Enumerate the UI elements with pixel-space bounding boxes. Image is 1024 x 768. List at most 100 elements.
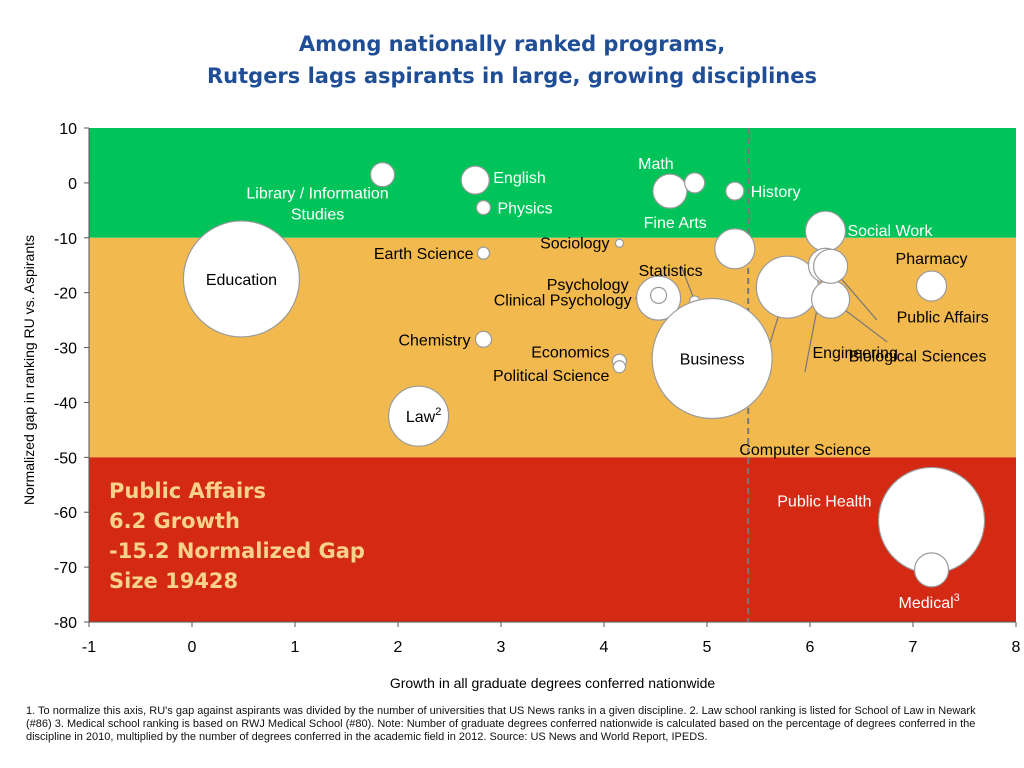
bubble-public-affairs [812,248,849,284]
point-label-text: Computer Science [739,442,871,459]
point-label-text: Economics [531,344,609,361]
point-label-text: Business [680,352,745,369]
point-label: Public Health [777,493,871,510]
point-label: Sociology [540,235,609,252]
bubble-physics [475,199,492,216]
bubble-history [725,181,745,201]
y-axis-title: Normalized gap in ranking RU vs. Aspiran… [21,235,37,505]
bubble-education [182,220,301,338]
x-tick-label: -1 [82,639,96,656]
point-label-text: Sociology [540,235,609,252]
bubble-clinical-psychology [649,286,668,305]
point-label-text: Library / Information [246,186,388,203]
y-tick-label: -80 [54,615,77,632]
y-tick-label: 10 [59,121,77,138]
x-tick-label: 6 [806,639,815,656]
bubble-chemistry [474,330,493,348]
point-label: Statistics [639,263,703,280]
point-label: Education [206,272,277,289]
point-label: English [493,170,545,187]
x-tick-label: 1 [291,639,300,656]
point-label-text: Pharmacy [896,251,968,268]
point-label: Medical3 [899,592,960,612]
point-label: Fine Arts [644,215,707,232]
point-label: Law2 [406,406,441,426]
y-tick-label: -20 [54,286,77,303]
bubble-business [651,297,773,420]
callout-line: Public Affairs [109,479,266,503]
point-label-text: Psychology [547,277,629,294]
y-tick-label: -30 [54,341,77,358]
y-tick-label: -10 [54,231,77,248]
callout-line: 6.2 Growth [109,509,240,533]
bubble-earth-science [476,246,491,260]
bubble-social-work [804,210,847,252]
bubble-sociology [614,238,625,248]
point-label: Public Affairs [897,309,989,326]
point-label-text: Social Work [847,223,933,240]
x-axis-title: Growth in all graduate degrees conferred… [390,675,716,691]
bubble-medical [913,552,950,588]
y-tick-label: -40 [54,395,77,412]
point-label-superscript: 3 [954,592,960,604]
point-label-text: Public Health [777,493,871,510]
point-label: Political Science [493,368,610,385]
point-label-text: Math [638,156,674,173]
point-label: Economics [531,344,609,361]
chart-title-line-1: Among nationally ranked programs, [298,32,726,56]
x-tick-label: 8 [1012,639,1021,656]
point-label: Social Work [847,223,933,240]
point-label: History [751,184,801,201]
bubble-pharmacy [915,270,948,302]
x-tick-label: 4 [600,639,609,656]
scatter-chart: -1 0 1 2 3 4 5 6 7 8100-10-20-30-40-50-60-70-80Gr… [21,121,1021,691]
bubble-political-science [612,360,627,374]
y-tick-label: -70 [54,560,77,577]
point-label: Engineering [812,345,897,362]
point-label: Pharmacy [896,251,968,268]
point-label: Library / Information [246,186,388,203]
leader-line [680,266,696,302]
bubble-library-information-studies [369,162,396,188]
point-label-text: Physics [497,201,552,218]
point-label: Computer Science [739,442,871,459]
bubble-english [460,165,490,195]
bubble-math [652,173,688,209]
point-label-line-2: Studies [291,207,344,224]
x-tick-label: 2 [394,639,403,656]
callout-line: -15.2 Normalized Gap [109,539,365,563]
band-2 [89,457,1016,622]
point-label-text: History [751,184,801,201]
x-tick-label: 5 [703,639,712,656]
point-label-text: Engineering [812,345,897,362]
y-tick-label: -60 [54,505,77,522]
chart-title-line-2: Rutgers lags aspirants in large, growing… [207,64,817,88]
point-label-text: English [493,170,545,187]
point-label-text: Earth Science [374,246,474,263]
bubble-fine-arts [714,228,756,270]
point-label-text: Fine Arts [644,215,707,232]
bubble-biological-sciences [810,279,851,319]
point-label-text: Medical [899,595,954,612]
point-label: Clinical Psychology [494,292,632,309]
point-label-text: Education [206,272,277,289]
bubble-math-2- [684,172,706,194]
band-0 [89,128,1016,238]
point-label: Earth Science [374,246,474,263]
x-tick-label: 7 [909,639,918,656]
x-tick-label: 0 [188,639,197,656]
callout-line: Size 19428 [109,569,238,593]
point-label-text: Biological Sciences [849,348,987,365]
point-label: Biological Sciences [849,348,987,365]
point-label-text: Statistics [639,263,703,280]
point-label: Physics [497,201,552,218]
point-label-superscript: 2 [435,406,441,418]
point-label: Psychology [547,277,629,294]
y-tick-label: 0 [68,176,77,193]
point-label-text: Political Science [493,368,610,385]
x-tick-label: 3 [497,639,506,656]
point-label: Business [680,352,745,369]
chart-title: Among nationally ranked programs, Rutger… [0,28,1024,92]
point-label-text: Chemistry [398,332,470,349]
bubble-law [388,385,450,447]
